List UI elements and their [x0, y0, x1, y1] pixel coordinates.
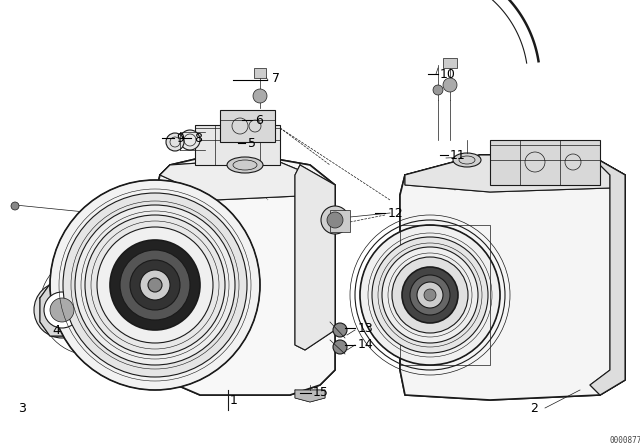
Circle shape	[410, 275, 450, 315]
Circle shape	[327, 212, 343, 228]
Circle shape	[424, 289, 436, 301]
Circle shape	[85, 215, 225, 355]
Circle shape	[50, 298, 74, 322]
Circle shape	[321, 206, 349, 234]
Text: 15: 15	[313, 387, 329, 400]
Text: 3: 3	[18, 401, 26, 414]
Circle shape	[382, 247, 478, 343]
Polygon shape	[590, 155, 625, 395]
Circle shape	[402, 267, 458, 323]
Polygon shape	[160, 158, 335, 200]
Text: 9: 9	[176, 132, 184, 145]
Circle shape	[63, 193, 247, 377]
Text: 11: 11	[450, 148, 466, 161]
Text: 7: 7	[272, 72, 280, 85]
Bar	[490, 140, 600, 185]
Text: 10: 10	[440, 68, 456, 81]
Circle shape	[110, 240, 200, 330]
Circle shape	[75, 205, 235, 365]
Polygon shape	[295, 390, 325, 402]
Polygon shape	[405, 155, 625, 192]
Circle shape	[180, 130, 200, 150]
Polygon shape	[155, 158, 335, 395]
Text: 8: 8	[194, 132, 202, 145]
Circle shape	[333, 323, 347, 337]
Bar	[254, 68, 266, 78]
Circle shape	[50, 180, 260, 390]
Polygon shape	[40, 284, 84, 336]
Circle shape	[253, 89, 267, 103]
Circle shape	[97, 227, 213, 343]
Circle shape	[11, 202, 19, 210]
Circle shape	[166, 133, 184, 151]
Text: 0000877: 0000877	[610, 435, 640, 444]
Circle shape	[92, 295, 112, 315]
Ellipse shape	[227, 157, 263, 173]
Polygon shape	[295, 165, 335, 350]
Text: 4: 4	[52, 323, 60, 336]
Circle shape	[417, 282, 443, 308]
Bar	[443, 58, 457, 68]
Text: 14: 14	[358, 339, 374, 352]
Text: 13: 13	[358, 322, 374, 335]
Text: 6: 6	[255, 113, 263, 126]
Text: 12: 12	[388, 207, 404, 220]
Circle shape	[360, 225, 500, 365]
Circle shape	[52, 300, 72, 320]
Ellipse shape	[453, 153, 481, 167]
Circle shape	[372, 237, 488, 353]
Bar	[220, 110, 275, 142]
Bar	[400, 225, 490, 365]
Text: 5: 5	[248, 137, 256, 150]
Circle shape	[130, 260, 180, 310]
Bar	[330, 210, 350, 232]
Polygon shape	[400, 155, 625, 400]
Text: 2: 2	[530, 401, 538, 414]
Circle shape	[86, 289, 118, 321]
Circle shape	[140, 270, 170, 300]
Circle shape	[433, 85, 443, 95]
Circle shape	[34, 282, 90, 338]
Circle shape	[443, 78, 457, 92]
Circle shape	[120, 250, 190, 320]
Text: 1: 1	[230, 393, 238, 406]
Circle shape	[44, 292, 80, 328]
Circle shape	[148, 278, 162, 292]
Circle shape	[333, 340, 347, 354]
Circle shape	[392, 257, 468, 333]
Bar	[195, 125, 280, 165]
